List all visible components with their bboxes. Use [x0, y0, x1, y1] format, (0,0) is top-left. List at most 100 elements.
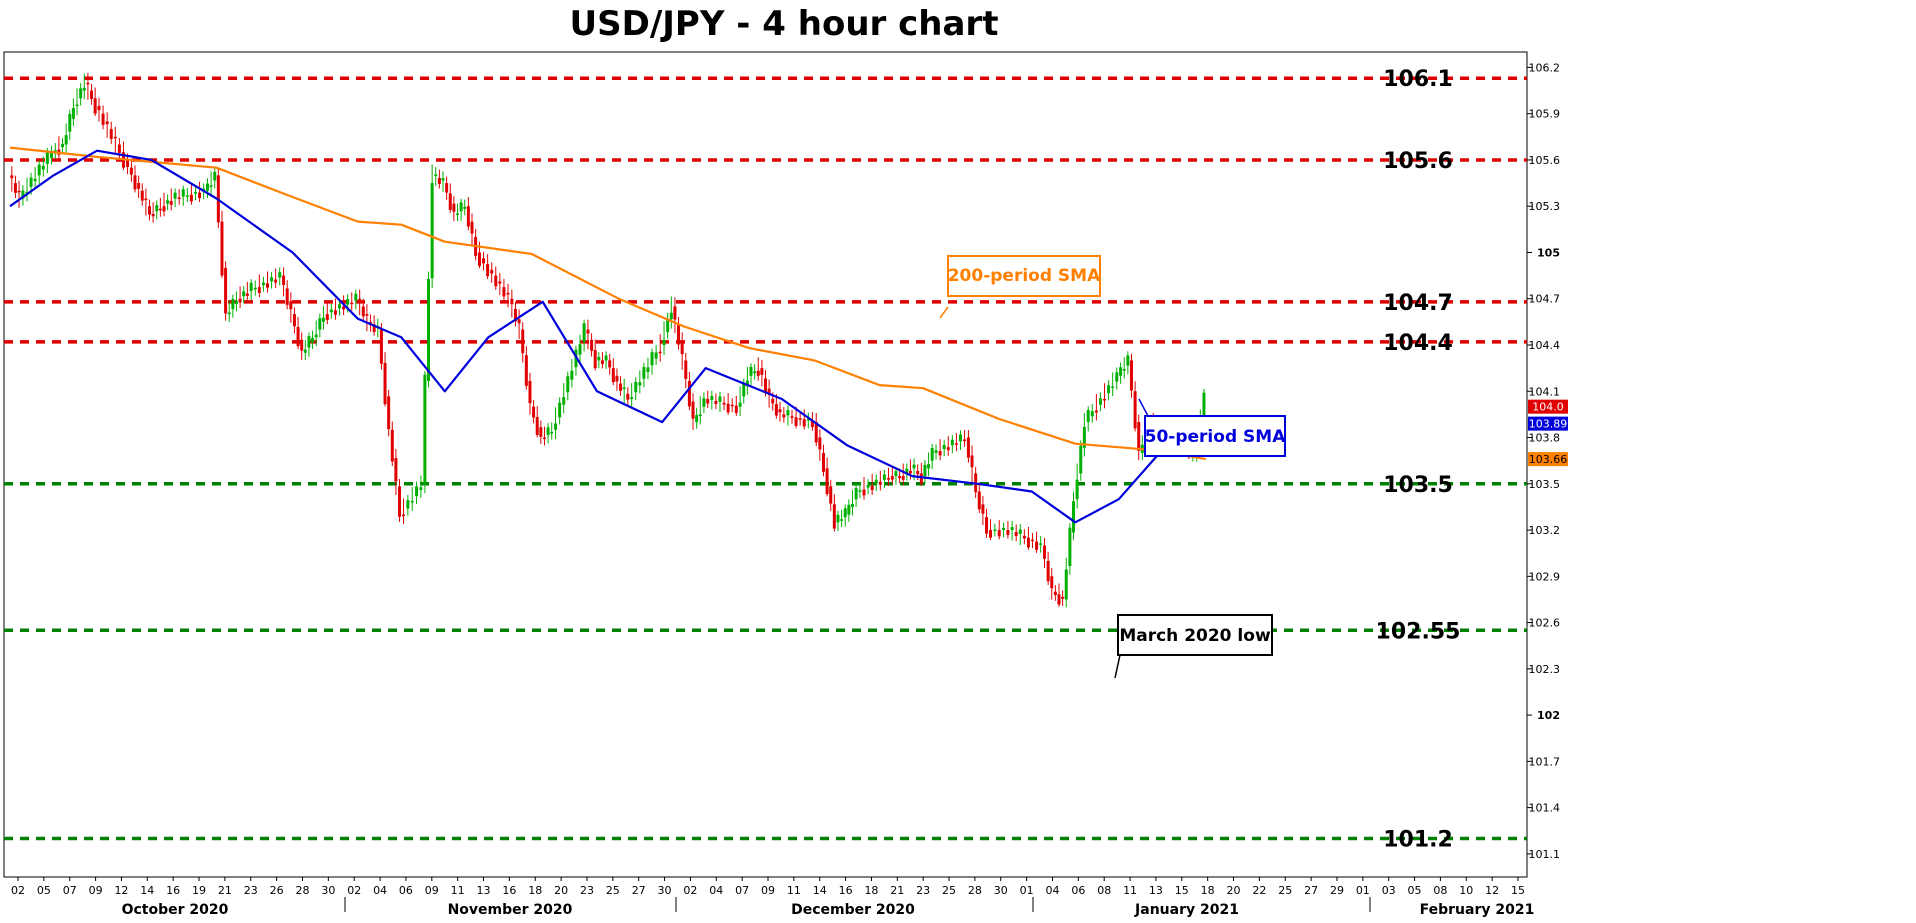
- bullish-candle: [695, 415, 699, 423]
- bullish-candle: [622, 387, 626, 390]
- bearish-candle: [10, 175, 14, 179]
- bearish-candle: [1133, 391, 1137, 429]
- bearish-candle: [829, 486, 833, 504]
- bullish-candle: [82, 87, 86, 91]
- bullish-candle: [1090, 411, 1094, 417]
- x-tick-label: 25: [1278, 884, 1292, 897]
- bearish-candle: [1053, 591, 1057, 595]
- bearish-candle: [782, 414, 786, 418]
- bearish-candle: [448, 193, 452, 210]
- month-label: October 2020: [122, 902, 229, 918]
- x-tick-label: 09: [761, 884, 775, 897]
- bearish-candle: [608, 360, 612, 368]
- bearish-candle: [398, 486, 402, 517]
- bearish-candle: [144, 198, 148, 200]
- month-label: February 2021: [1420, 902, 1535, 918]
- bearish-candle: [600, 360, 604, 364]
- bearish-candle: [684, 360, 688, 379]
- bearish-candle: [437, 177, 441, 185]
- bearish-candle: [97, 105, 101, 111]
- bullish-candle: [550, 431, 554, 434]
- bullish-candle: [950, 439, 954, 446]
- bullish-candle: [749, 366, 753, 376]
- bearish-candle: [524, 355, 528, 386]
- bullish-candle: [558, 402, 562, 418]
- x-tick-label: 30: [321, 884, 335, 897]
- y-tick-label: 101.4: [1529, 802, 1561, 815]
- bullish-candle: [318, 318, 322, 330]
- bullish-candle: [836, 514, 840, 523]
- sma50-callout-leader: [1138, 398, 1149, 417]
- x-tick-label: 11: [787, 884, 801, 897]
- bearish-candle: [498, 281, 502, 284]
- sma50-callout-box: [1144, 415, 1286, 457]
- bearish-candle: [198, 192, 202, 199]
- level-label: 104.7: [1383, 291, 1453, 316]
- bullish-candle: [64, 135, 68, 145]
- bullish-candle: [1107, 385, 1111, 394]
- bullish-candle: [1002, 527, 1006, 531]
- bullish-candle: [193, 192, 197, 194]
- bearish-candle: [109, 129, 113, 139]
- bullish-candle: [1079, 445, 1083, 474]
- bullish-candle: [1018, 529, 1022, 534]
- x-tick-label: 27: [632, 884, 646, 897]
- bearish-candle: [1031, 539, 1035, 542]
- bullish-candle: [329, 309, 333, 313]
- x-tick-label: 29: [1330, 884, 1344, 897]
- bullish-candle: [604, 355, 608, 361]
- bearish-candle: [814, 422, 818, 443]
- bearish-candle: [532, 406, 536, 418]
- bearish-candle: [452, 203, 456, 212]
- month-label: November 2020: [448, 902, 573, 918]
- bearish-candle: [593, 350, 597, 369]
- bearish-candle: [177, 197, 181, 200]
- bullish-candle: [25, 191, 29, 194]
- bullish-candle: [1202, 392, 1206, 417]
- bearish-candle: [521, 329, 525, 354]
- y-tick-label: 104.7: [1529, 293, 1561, 306]
- x-tick-label: 02: [347, 884, 361, 897]
- level-label: 104.4: [1383, 331, 1453, 356]
- bearish-candle: [832, 504, 836, 529]
- price-label-text: 104.0: [1532, 401, 1564, 414]
- bullish-candle: [37, 164, 41, 176]
- level-label: 106.1: [1383, 67, 1453, 92]
- x-tick-label: 16: [839, 884, 853, 897]
- bearish-candle: [289, 301, 293, 310]
- bearish-candle: [513, 309, 517, 322]
- x-tick-label: 20: [554, 884, 568, 897]
- sma200-callout: 200-period SMA: [939, 255, 1101, 319]
- bearish-candle: [17, 190, 21, 193]
- bearish-candle: [611, 368, 615, 383]
- y-tick-label: 103.2: [1529, 524, 1561, 537]
- bullish-candle: [786, 410, 790, 416]
- bullish-candle: [566, 376, 570, 393]
- x-tick-label: 01: [1020, 884, 1034, 897]
- bullish-candle: [410, 501, 414, 503]
- x-tick-label: 15: [1175, 884, 1189, 897]
- x-tick-label: 25: [942, 884, 956, 897]
- sma200-callout-label: 200-period SMA: [948, 266, 1101, 286]
- x-tick-label: 13: [477, 884, 491, 897]
- y-tick-label: 105.9: [1529, 108, 1561, 121]
- bullish-candle: [654, 352, 658, 359]
- bullish-candle: [234, 300, 238, 304]
- bearish-candle: [798, 418, 802, 420]
- bullish-candle: [742, 384, 746, 397]
- bullish-candle: [847, 504, 851, 515]
- bearish-candle: [333, 310, 337, 315]
- bullish-candle: [638, 382, 642, 386]
- bearish-candle: [590, 339, 594, 351]
- bearish-candle: [390, 429, 394, 462]
- bearish-candle: [494, 275, 498, 287]
- bullish-candle: [642, 367, 646, 379]
- y-tick-label: 102.3: [1529, 663, 1561, 676]
- bearish-candle: [189, 194, 193, 202]
- chart-title: USD/JPY - 4 hour chart: [569, 4, 999, 44]
- y-tick-label: 106.2: [1529, 61, 1561, 74]
- x-tick-label: 14: [813, 884, 827, 897]
- bullish-candle: [1119, 367, 1123, 376]
- x-tick-label: 23: [916, 884, 930, 897]
